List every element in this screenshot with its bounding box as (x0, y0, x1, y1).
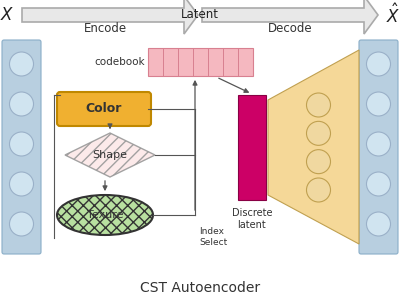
Text: CST Autoencoder: CST Autoencoder (140, 281, 260, 295)
Circle shape (10, 172, 34, 196)
Circle shape (10, 92, 34, 116)
Polygon shape (65, 133, 155, 177)
Text: codebook: codebook (94, 57, 145, 67)
Circle shape (10, 52, 34, 76)
Circle shape (306, 121, 330, 145)
Circle shape (306, 93, 330, 117)
Text: Discrete
latent: Discrete latent (232, 208, 272, 230)
Text: Latent: Latent (181, 8, 219, 22)
Text: Index
Select: Index Select (199, 227, 227, 247)
Circle shape (306, 150, 330, 174)
Bar (148, 48, 253, 76)
Bar (238, 95, 266, 200)
FancyBboxPatch shape (2, 40, 41, 254)
Circle shape (366, 92, 390, 116)
Text: Texure: Texure (87, 210, 123, 220)
Text: $\hat{X}$: $\hat{X}$ (386, 3, 400, 27)
FancyBboxPatch shape (57, 92, 151, 126)
Polygon shape (22, 0, 198, 34)
Circle shape (366, 172, 390, 196)
Text: Encode: Encode (84, 22, 126, 34)
Text: $X$: $X$ (0, 7, 14, 23)
Circle shape (366, 52, 390, 76)
Polygon shape (268, 50, 359, 244)
Circle shape (306, 178, 330, 202)
Circle shape (10, 212, 34, 236)
Circle shape (10, 132, 34, 156)
Circle shape (366, 212, 390, 236)
FancyBboxPatch shape (359, 40, 398, 254)
Text: Decode: Decode (268, 22, 312, 34)
Circle shape (366, 132, 390, 156)
Ellipse shape (57, 195, 153, 235)
Polygon shape (202, 0, 378, 34)
Text: Shape: Shape (92, 150, 128, 160)
Text: Color: Color (86, 103, 122, 116)
